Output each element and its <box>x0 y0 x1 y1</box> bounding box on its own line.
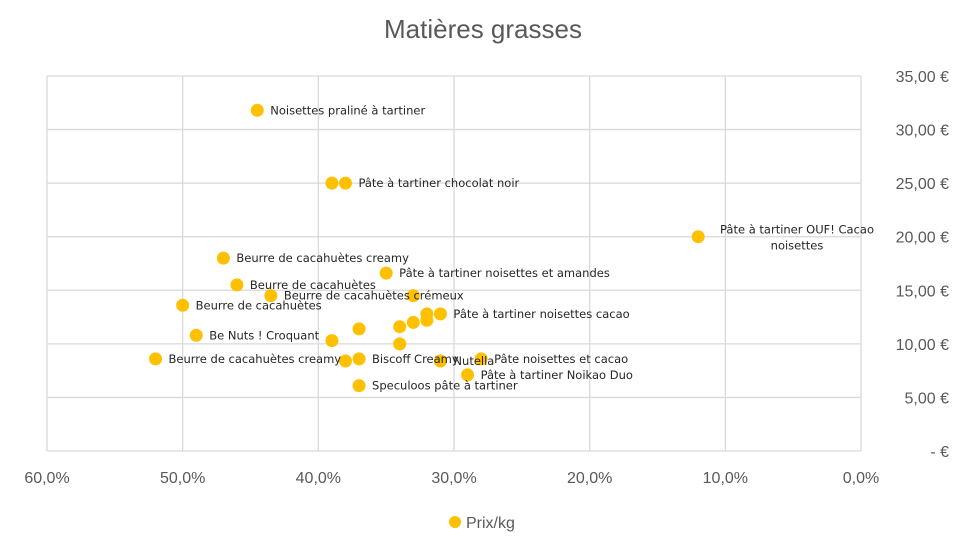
y-axis-ticks: 35,00 € 30,00 € 25,00 € 20,00 € 15,00 € 10,00… <box>896 69 949 461</box>
data-point <box>352 322 366 336</box>
x-tick-label: 20,0% <box>567 470 612 487</box>
data-label: Beurre de cacahuètes <box>250 278 376 292</box>
x-axis-ticks: 60,0% 50,0% 40,0% 30,0% 20,0% 10,0% 0,0% <box>24 470 879 487</box>
data-point <box>352 379 366 393</box>
x-tick-label: 50,0% <box>160 470 205 487</box>
data-point <box>461 368 475 382</box>
data-label: Pâte à tartiner noisettes et amandes <box>399 266 610 280</box>
data-point <box>433 354 447 368</box>
x-tick-label: 30,0% <box>431 470 476 487</box>
data-point <box>264 289 278 303</box>
data-point <box>250 103 264 117</box>
data-point <box>352 352 366 366</box>
data-label: Speculoos pâte à tartiner <box>372 379 518 393</box>
data-point <box>189 328 203 342</box>
data-point <box>691 230 705 244</box>
data-label: Be Nuts ! Croquant <box>209 328 319 342</box>
data-point <box>420 313 434 327</box>
data-point <box>325 176 339 190</box>
data-point <box>230 278 244 292</box>
data-point <box>338 176 352 190</box>
x-tick-label: 60,0% <box>24 470 69 487</box>
data-label: Beurre de cacahuètes crémeux <box>284 289 464 303</box>
data-point <box>338 354 352 368</box>
data-label: Beurre de cacahuètes creamy <box>169 352 342 366</box>
x-tick-label: 0,0% <box>843 470 879 487</box>
x-tick-label: 10,0% <box>703 470 748 487</box>
x-tick-label: 40,0% <box>296 470 341 487</box>
data-point <box>149 352 163 366</box>
grid <box>46 75 862 452</box>
data-label: Pâte à tartiner Noikao Duo <box>481 368 633 382</box>
data-label: Biscoff Creamy <box>372 352 459 366</box>
data-point <box>393 320 407 334</box>
chart-title: Matières grasses <box>384 14 582 44</box>
y-tick-label: 20,00 € <box>896 230 949 247</box>
legend-label: Prix/kg <box>466 515 515 532</box>
y-tick-label: 15,00 € <box>896 283 949 300</box>
data-label: Noisettes praliné à tartiner <box>270 103 425 117</box>
data-label: Pâte à tartiner noisettes cacao <box>453 307 629 321</box>
data-point <box>176 298 190 312</box>
legend-marker <box>449 516 461 528</box>
data-point <box>406 289 420 303</box>
data-label: Nutella <box>453 354 494 368</box>
data-label: Pâte à tartiner chocolat noir <box>358 176 519 190</box>
y-tick-label: 5,00 € <box>905 390 950 407</box>
data-label: Pâte à tartiner OUF! Cacao noisettes <box>720 223 874 253</box>
data-label: Beurre de cacahuètes creamy <box>236 251 409 265</box>
data-label: Beurre de cacahuètes <box>196 298 322 312</box>
y-tick-label: - € <box>930 444 949 461</box>
y-tick-label: 35,00 € <box>896 69 949 86</box>
data-points <box>149 103 705 393</box>
y-tick-label: 25,00 € <box>896 176 949 193</box>
data-point <box>406 315 420 329</box>
legend: Prix/kg <box>449 515 515 532</box>
data-point <box>216 251 230 265</box>
data-label: Pâte noisettes et cacao <box>494 352 628 366</box>
data-point <box>393 337 407 351</box>
data-point <box>433 307 447 321</box>
data-point <box>325 334 339 348</box>
y-tick-label: 30,00 € <box>896 123 949 140</box>
data-point <box>474 352 488 366</box>
y-tick-label: 10,00 € <box>896 337 949 354</box>
data-point <box>379 266 393 280</box>
data-labels: Noisettes praliné à tartiner Pâte à tarti… <box>169 103 874 392</box>
